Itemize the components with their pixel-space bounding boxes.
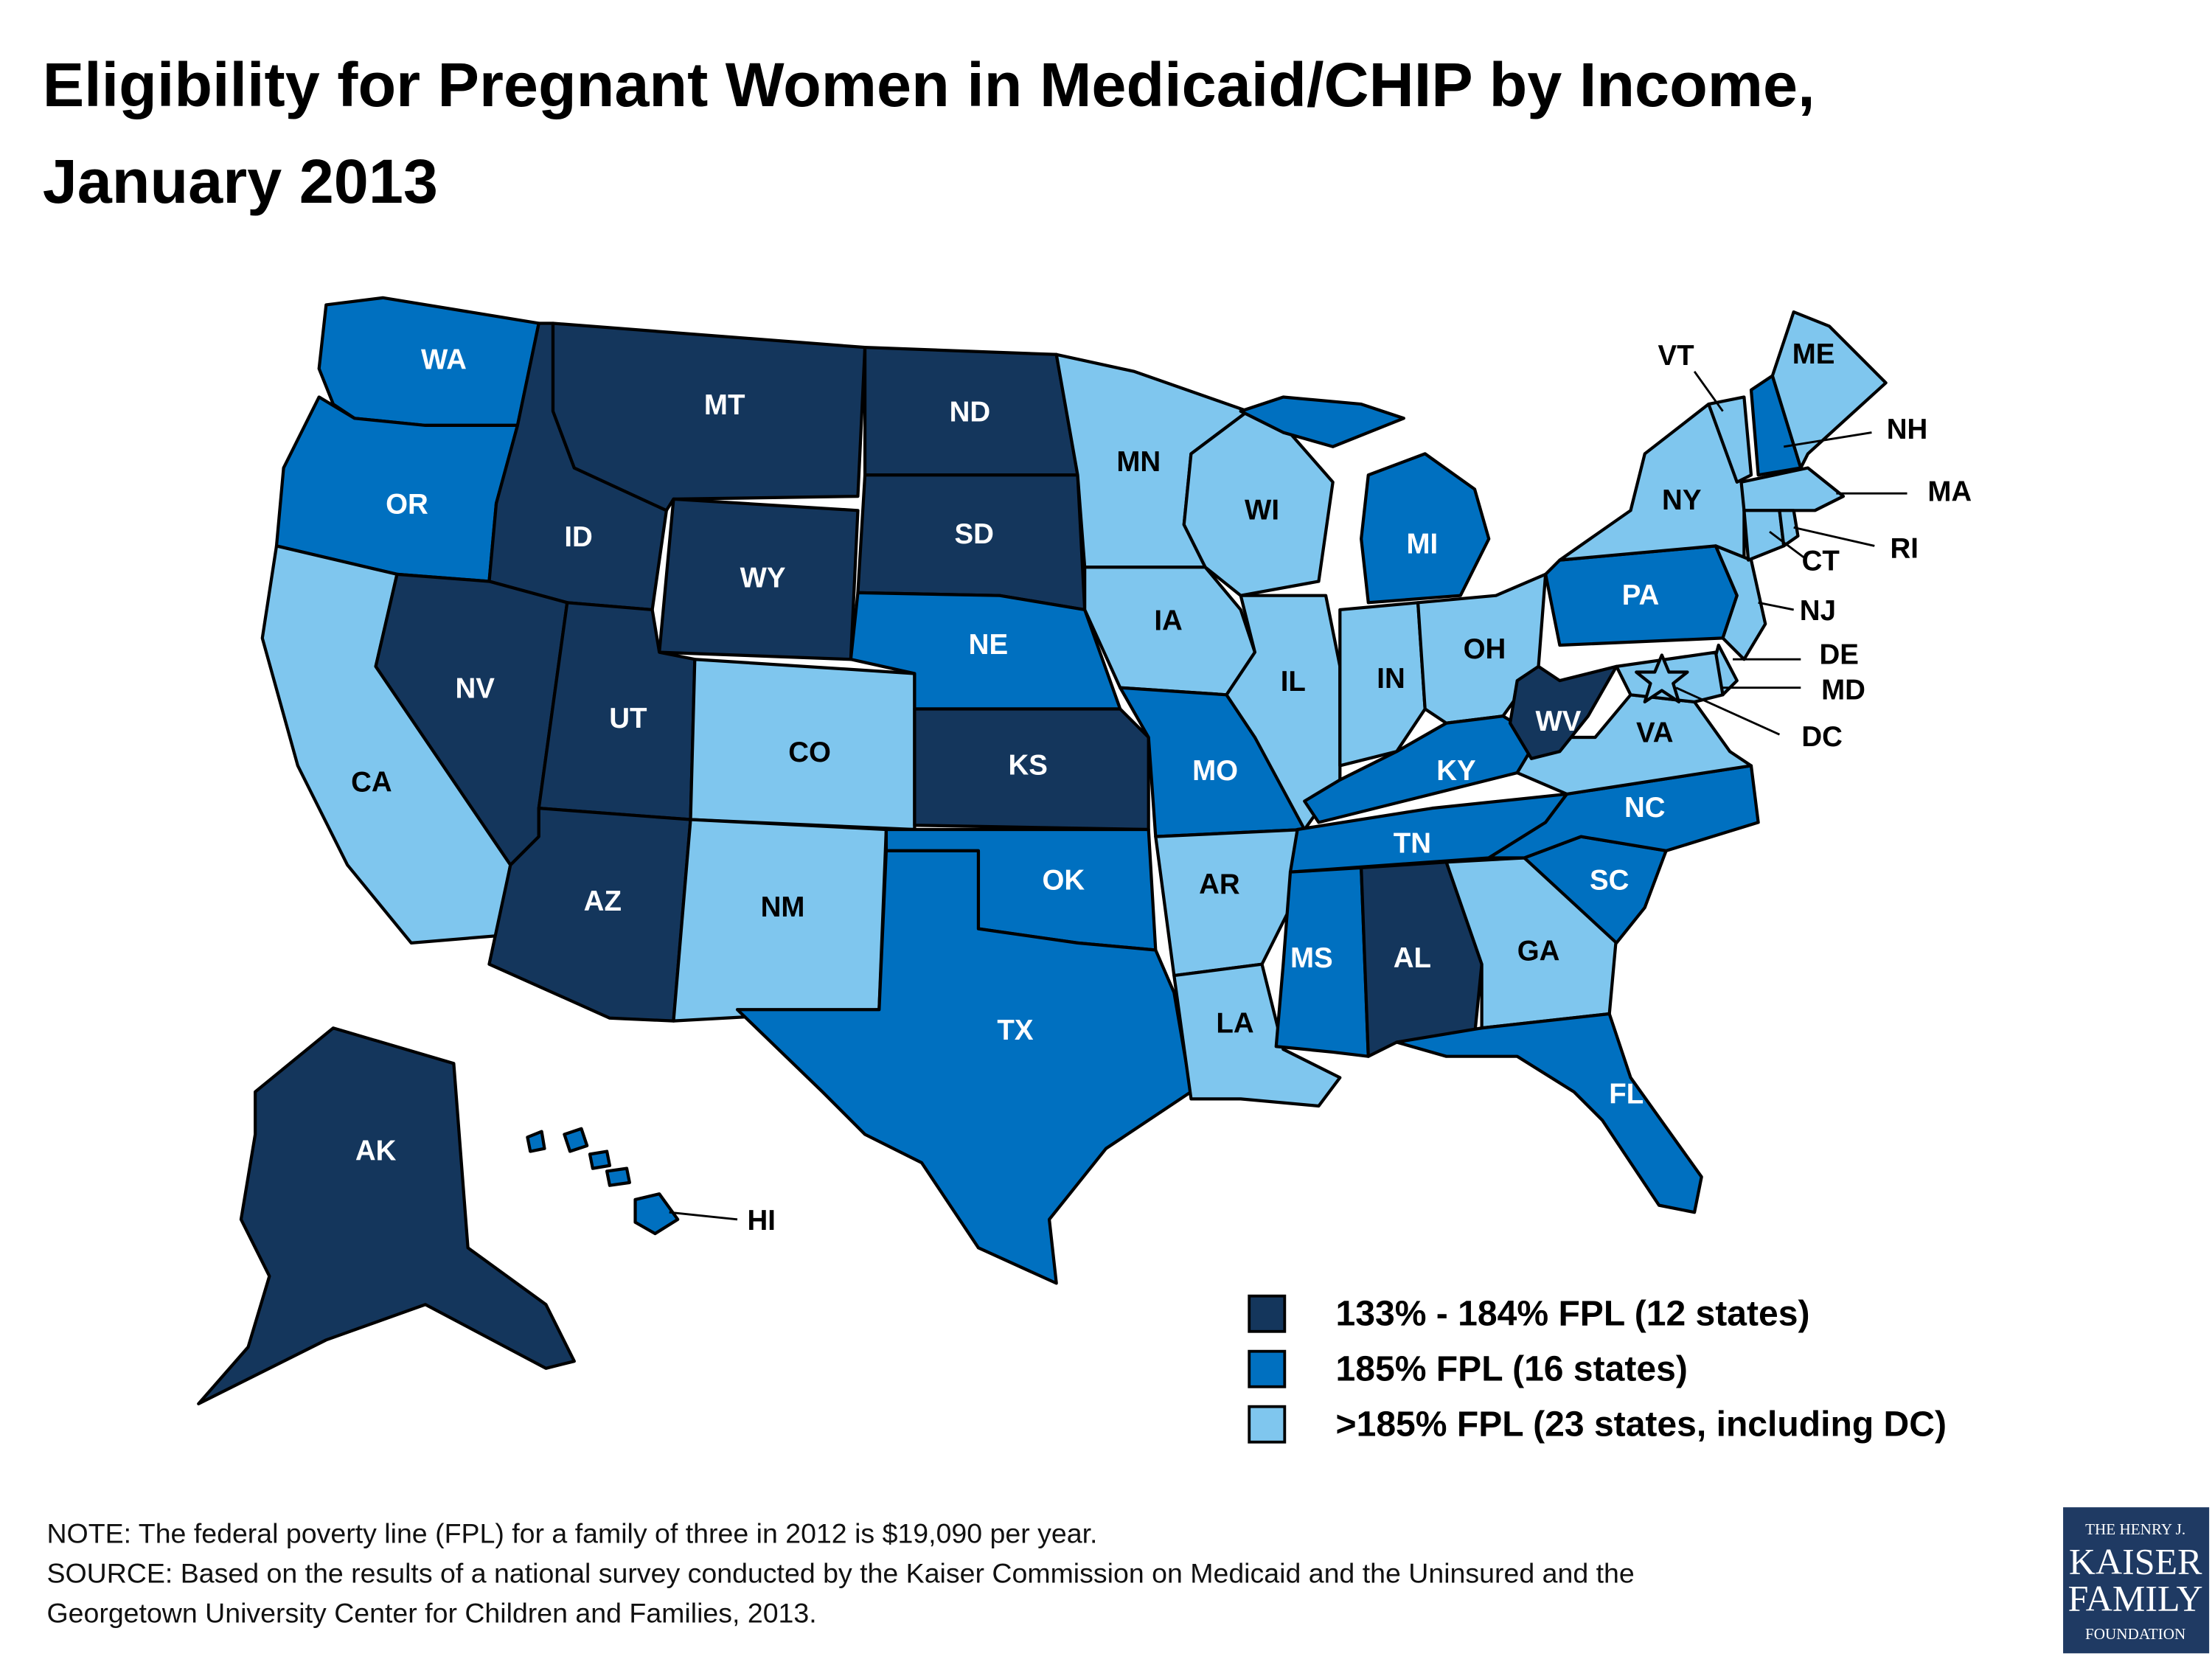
state-label: VT: [1658, 340, 1695, 372]
state-label: CT: [1802, 546, 1840, 577]
state-label: MO: [1192, 755, 1238, 787]
state-label: MT: [704, 389, 745, 421]
state-label: AR: [1199, 869, 1240, 900]
logo-text: THE HENRY J.: [2085, 1520, 2185, 1538]
leader-line: [669, 1212, 737, 1220]
state-label: SD: [954, 518, 993, 550]
leader-line: [1794, 527, 1875, 546]
state-label: IL: [1281, 666, 1306, 698]
state: [1397, 1014, 1701, 1212]
note: NOTE: The federal poverty line (FPL) for…: [46, 1518, 1097, 1549]
state-label: IA: [1154, 605, 1182, 636]
state-label: FL: [1609, 1079, 1644, 1110]
state-label: KS: [1009, 750, 1048, 782]
state-label: NJ: [1800, 595, 1836, 627]
state-label: VA: [1636, 717, 1674, 748]
state-label: WI: [1245, 494, 1279, 526]
state-label: HI: [747, 1205, 775, 1237]
state-label: MD: [1821, 675, 1865, 706]
source-line: Georgetown University Center for Childre…: [46, 1597, 816, 1628]
source-line: SOURCE: Based on the results of a nation…: [46, 1557, 1634, 1588]
state-label: ME: [1792, 338, 1835, 370]
leader-line: [1759, 602, 1794, 610]
state-label: ND: [950, 397, 991, 428]
state: [1155, 830, 1304, 975]
legend: 133% - 184% FPL (12 states) 185% FPL (16 …: [1249, 1293, 1947, 1444]
state-label: OK: [1042, 864, 1085, 896]
us-map: WA OR CA ID NV MT WY UT AZ CO NM ND SD NE KS OK TX MN IA MO…: [198, 298, 1972, 1404]
title-line: January 2013: [43, 146, 438, 216]
state-label: DC: [1801, 721, 1843, 753]
state-label: WV: [1535, 706, 1581, 737]
state-label: TX: [997, 1015, 1033, 1046]
state-label: LA: [1216, 1008, 1253, 1040]
state: [1744, 510, 1784, 560]
legend-label: 185% FPL (16 states): [1336, 1349, 1688, 1388]
state-label: WY: [740, 563, 786, 594]
state-label: NV: [456, 673, 495, 705]
state-label: UT: [609, 703, 647, 734]
state-label: MA: [1927, 476, 1972, 507]
state-label: GA: [1517, 935, 1560, 967]
state-label: MI: [1406, 529, 1438, 560]
logo-text: FAMILY: [2068, 1578, 2203, 1619]
state-label: PA: [1622, 580, 1660, 611]
state-label: MN: [1116, 446, 1161, 478]
legend-swatch: [1249, 1296, 1284, 1332]
state-label: KY: [1436, 755, 1476, 787]
state-label: NE: [969, 629, 1008, 661]
state-label: OH: [1464, 633, 1506, 665]
title-line: Eligibility for Pregnant Women in Medica…: [43, 49, 1815, 119]
logo: THE HENRY J. KAISER FAMILY FOUNDATION: [2063, 1507, 2209, 1653]
state-label: ID: [564, 521, 592, 553]
state-label: AK: [355, 1135, 397, 1167]
legend-swatch: [1249, 1407, 1284, 1442]
state: [1742, 468, 1843, 511]
legend-swatch: [1249, 1352, 1284, 1387]
logo-text: KAISER: [2069, 1541, 2202, 1582]
state-label: CO: [788, 737, 831, 768]
state-label: NM: [761, 891, 805, 923]
state-label: WA: [421, 344, 467, 376]
state-label: DE: [1820, 639, 1859, 671]
state-label: NC: [1624, 792, 1666, 824]
state: [198, 1028, 574, 1404]
legend-label: >185% FPL (23 states, including DC): [1336, 1404, 1947, 1444]
state-label: CA: [351, 767, 392, 799]
logo-text: FOUNDATION: [2085, 1625, 2185, 1643]
state-label: IN: [1377, 663, 1405, 695]
state-label: OR: [386, 489, 428, 521]
state-label: NH: [1887, 414, 1928, 445]
state-label: SC: [1590, 864, 1629, 896]
state-label: RI: [1890, 532, 1918, 564]
state-label: MS: [1290, 942, 1333, 974]
state-label: NY: [1662, 484, 1702, 516]
state-label: AL: [1394, 942, 1431, 974]
legend-label: 133% - 184% FPL (12 states): [1336, 1293, 1810, 1333]
state-label: AZ: [584, 886, 622, 917]
state-label: TN: [1394, 827, 1431, 859]
state: [527, 1129, 678, 1234]
